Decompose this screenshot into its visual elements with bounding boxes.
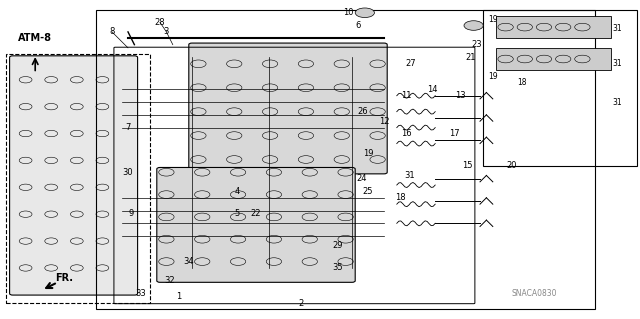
- Text: 29: 29: [332, 241, 342, 250]
- Text: SNACA0830: SNACA0830: [511, 289, 557, 298]
- Text: 19: 19: [363, 149, 373, 158]
- Text: 35: 35: [332, 263, 342, 272]
- Bar: [496, 48, 611, 70]
- Text: 18: 18: [395, 193, 405, 202]
- Text: 5: 5: [234, 209, 239, 218]
- Circle shape: [464, 21, 483, 30]
- Text: 27: 27: [406, 59, 416, 68]
- Text: 24: 24: [356, 174, 367, 183]
- Text: 31: 31: [612, 98, 623, 107]
- Text: 11: 11: [401, 91, 412, 100]
- FancyBboxPatch shape: [189, 43, 387, 174]
- Text: 31: 31: [612, 59, 623, 68]
- Text: 20: 20: [507, 161, 517, 170]
- Text: 14: 14: [427, 85, 437, 94]
- Text: 12: 12: [379, 117, 389, 126]
- Text: 16: 16: [401, 130, 412, 138]
- Text: 28: 28: [155, 18, 165, 27]
- Text: 8: 8: [109, 27, 115, 36]
- Text: 23: 23: [472, 40, 482, 49]
- Text: 21: 21: [465, 53, 476, 62]
- Text: 31: 31: [404, 171, 415, 180]
- FancyBboxPatch shape: [10, 56, 138, 295]
- Text: 31: 31: [612, 24, 623, 33]
- Text: 7: 7: [125, 123, 131, 132]
- Text: 2: 2: [298, 299, 303, 308]
- Text: 4: 4: [234, 187, 239, 196]
- Text: 18: 18: [517, 78, 526, 87]
- Text: 15: 15: [462, 161, 472, 170]
- Text: 1: 1: [177, 292, 182, 301]
- Text: 6: 6: [356, 21, 361, 30]
- Text: 30: 30: [123, 168, 133, 177]
- FancyBboxPatch shape: [157, 167, 355, 282]
- Text: 3: 3: [164, 27, 169, 36]
- Text: 26: 26: [358, 107, 368, 116]
- Text: 19: 19: [488, 72, 498, 81]
- Text: 18: 18: [517, 24, 526, 33]
- Bar: [496, 16, 611, 38]
- Text: 32: 32: [164, 276, 175, 285]
- Text: ATM-8: ATM-8: [18, 33, 52, 43]
- Text: FR.: FR.: [55, 272, 73, 283]
- Text: 17: 17: [449, 130, 460, 138]
- Text: 22: 22: [251, 209, 261, 218]
- Text: 33: 33: [136, 289, 146, 298]
- Text: 25: 25: [363, 187, 373, 196]
- Text: 34: 34: [184, 257, 194, 266]
- Text: 9: 9: [129, 209, 134, 218]
- Text: 10: 10: [344, 8, 354, 17]
- Circle shape: [355, 8, 374, 18]
- Text: 19: 19: [488, 15, 498, 24]
- Text: 13: 13: [456, 91, 466, 100]
